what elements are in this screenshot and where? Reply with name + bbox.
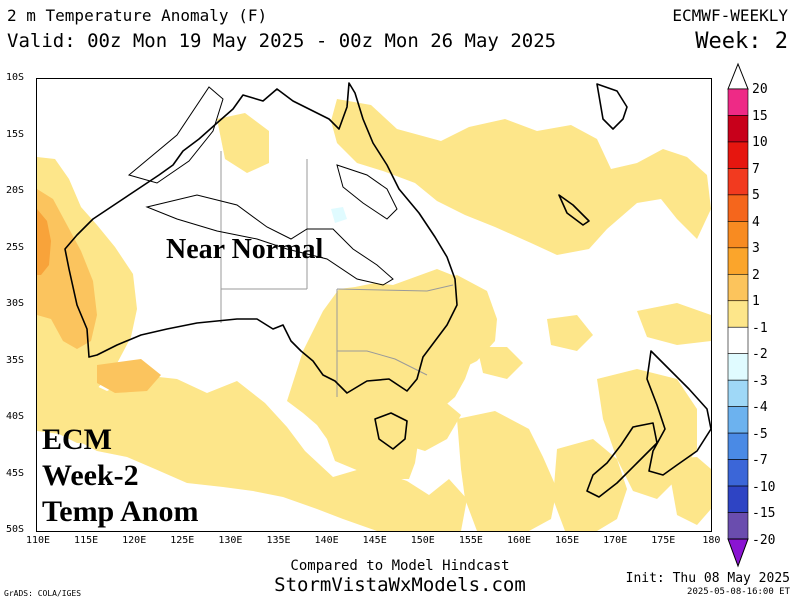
latitude-label: 50S xyxy=(6,524,25,535)
anomaly-shading-2-3 xyxy=(37,189,161,393)
colorbar-swatch xyxy=(727,194,749,222)
product-stamp: ECM Week-2 Temp Anom xyxy=(42,422,198,530)
coastlines xyxy=(64,82,711,498)
colorbar-swatch xyxy=(727,512,749,540)
site-credit: StormVistaWxModels.com xyxy=(274,574,526,596)
colorbar-label: -1 xyxy=(752,320,768,336)
state-borders xyxy=(220,151,454,397)
longitude-label: 155E xyxy=(458,535,483,546)
latitude-label: 40S xyxy=(6,411,25,422)
hindcast-note: Compared to Model Hindcast xyxy=(290,558,510,574)
longitude-label: 160E xyxy=(506,535,532,546)
longitude-label: 115E xyxy=(74,535,99,546)
colorbar-label: -7 xyxy=(752,453,768,468)
longitude-label: 120E xyxy=(122,535,147,546)
colorbar-label: 15 xyxy=(752,108,768,124)
color-scale-bar xyxy=(727,62,749,568)
stamp-line-3: Temp Anom xyxy=(42,495,199,528)
colorbar-swatch xyxy=(727,115,749,143)
colorbar-label: -2 xyxy=(752,347,768,362)
colorbar-label: 3 xyxy=(752,241,760,256)
colorbar-swatch xyxy=(727,88,749,116)
longitude-label: 140E xyxy=(314,535,339,546)
generated-timestamp: 2025-05-08-16:00 ET xyxy=(687,587,790,597)
anomaly-shading-neg1-2 xyxy=(331,207,347,223)
near-normal-annotation: Near Normal xyxy=(166,234,324,265)
longitude-label: 165E xyxy=(555,535,580,546)
colorbar-label: 20 xyxy=(752,82,768,97)
anomaly-shading-3-4 xyxy=(37,209,51,275)
stamp-line-1: ECM xyxy=(42,423,112,456)
colorbar-swatch xyxy=(727,459,749,487)
colorbar-swatch xyxy=(727,300,749,328)
anomaly-map xyxy=(37,82,711,531)
colorbar-swatch xyxy=(727,141,749,169)
colorbar-label: -15 xyxy=(752,506,776,521)
colorbar-label: 10 xyxy=(752,135,768,150)
longitude-label: 175E xyxy=(651,535,676,546)
colorbar-swatch xyxy=(727,379,749,407)
longitude-label: 130E xyxy=(218,535,243,546)
contour-lines xyxy=(127,86,398,286)
grads-credit: GrADS: COLA/IGES xyxy=(4,589,82,598)
longitude-label: 150E xyxy=(410,535,435,546)
longitude-label: 145E xyxy=(362,535,387,546)
longitude-label: 135E xyxy=(266,535,291,546)
colorbar-swatch xyxy=(727,406,749,434)
stamp-line-2: Week-2 xyxy=(42,459,139,492)
colorbar-swatch xyxy=(727,221,749,249)
colorbar-label: 7 xyxy=(752,161,760,177)
longitude-label: 180 xyxy=(702,535,721,546)
longitude-label: 125E xyxy=(170,535,195,546)
latitude-label: 45S xyxy=(6,467,25,479)
colorbar-label: -20 xyxy=(752,532,776,548)
colorbar-swatch xyxy=(727,247,749,275)
model-name: ECMWF-WEEKLY xyxy=(672,6,788,25)
colorbar-bottom-arrow xyxy=(727,538,749,568)
colorbar-label: -5 xyxy=(752,426,768,442)
colorbar-label: 4 xyxy=(752,214,760,230)
valid-period: Valid: 00z Mon 19 May 2025 - 00z Mon 26 … xyxy=(7,30,557,52)
colorbar-label: 1 xyxy=(752,294,760,309)
colorbar-swatch xyxy=(727,168,749,196)
colorbar-label: -3 xyxy=(752,373,768,389)
longitude-label: 170E xyxy=(603,535,628,546)
latitude-label: 35S xyxy=(6,354,25,366)
longitude-label: 110E xyxy=(25,535,51,546)
colorbar-swatch xyxy=(727,326,749,355)
latitude-label: 10S xyxy=(6,72,25,83)
latitude-label: 15S xyxy=(6,128,25,140)
colorbar-top-arrow xyxy=(727,62,749,90)
colorbar-swatch xyxy=(727,485,749,513)
latitude-label: 30S xyxy=(6,298,25,309)
week-label: Week: 2 xyxy=(695,29,788,54)
colorbar-swatch xyxy=(727,432,749,460)
map-title: 2 m Temperature Anomaly (F) xyxy=(7,6,268,25)
latitude-label: 25S xyxy=(6,241,25,253)
colorbar-label: 2 xyxy=(752,267,760,283)
colorbar-label: -10 xyxy=(752,479,776,495)
map-panel: Near Normal xyxy=(36,78,712,532)
colorbar-swatch xyxy=(727,353,749,381)
colorbar-swatch xyxy=(727,273,749,302)
colorbar-label: -4 xyxy=(752,400,768,415)
colorbar-label: 5 xyxy=(752,188,760,203)
latitude-label: 20S xyxy=(6,185,25,196)
init-time: Init: Thu 08 May 2025 xyxy=(625,571,790,586)
